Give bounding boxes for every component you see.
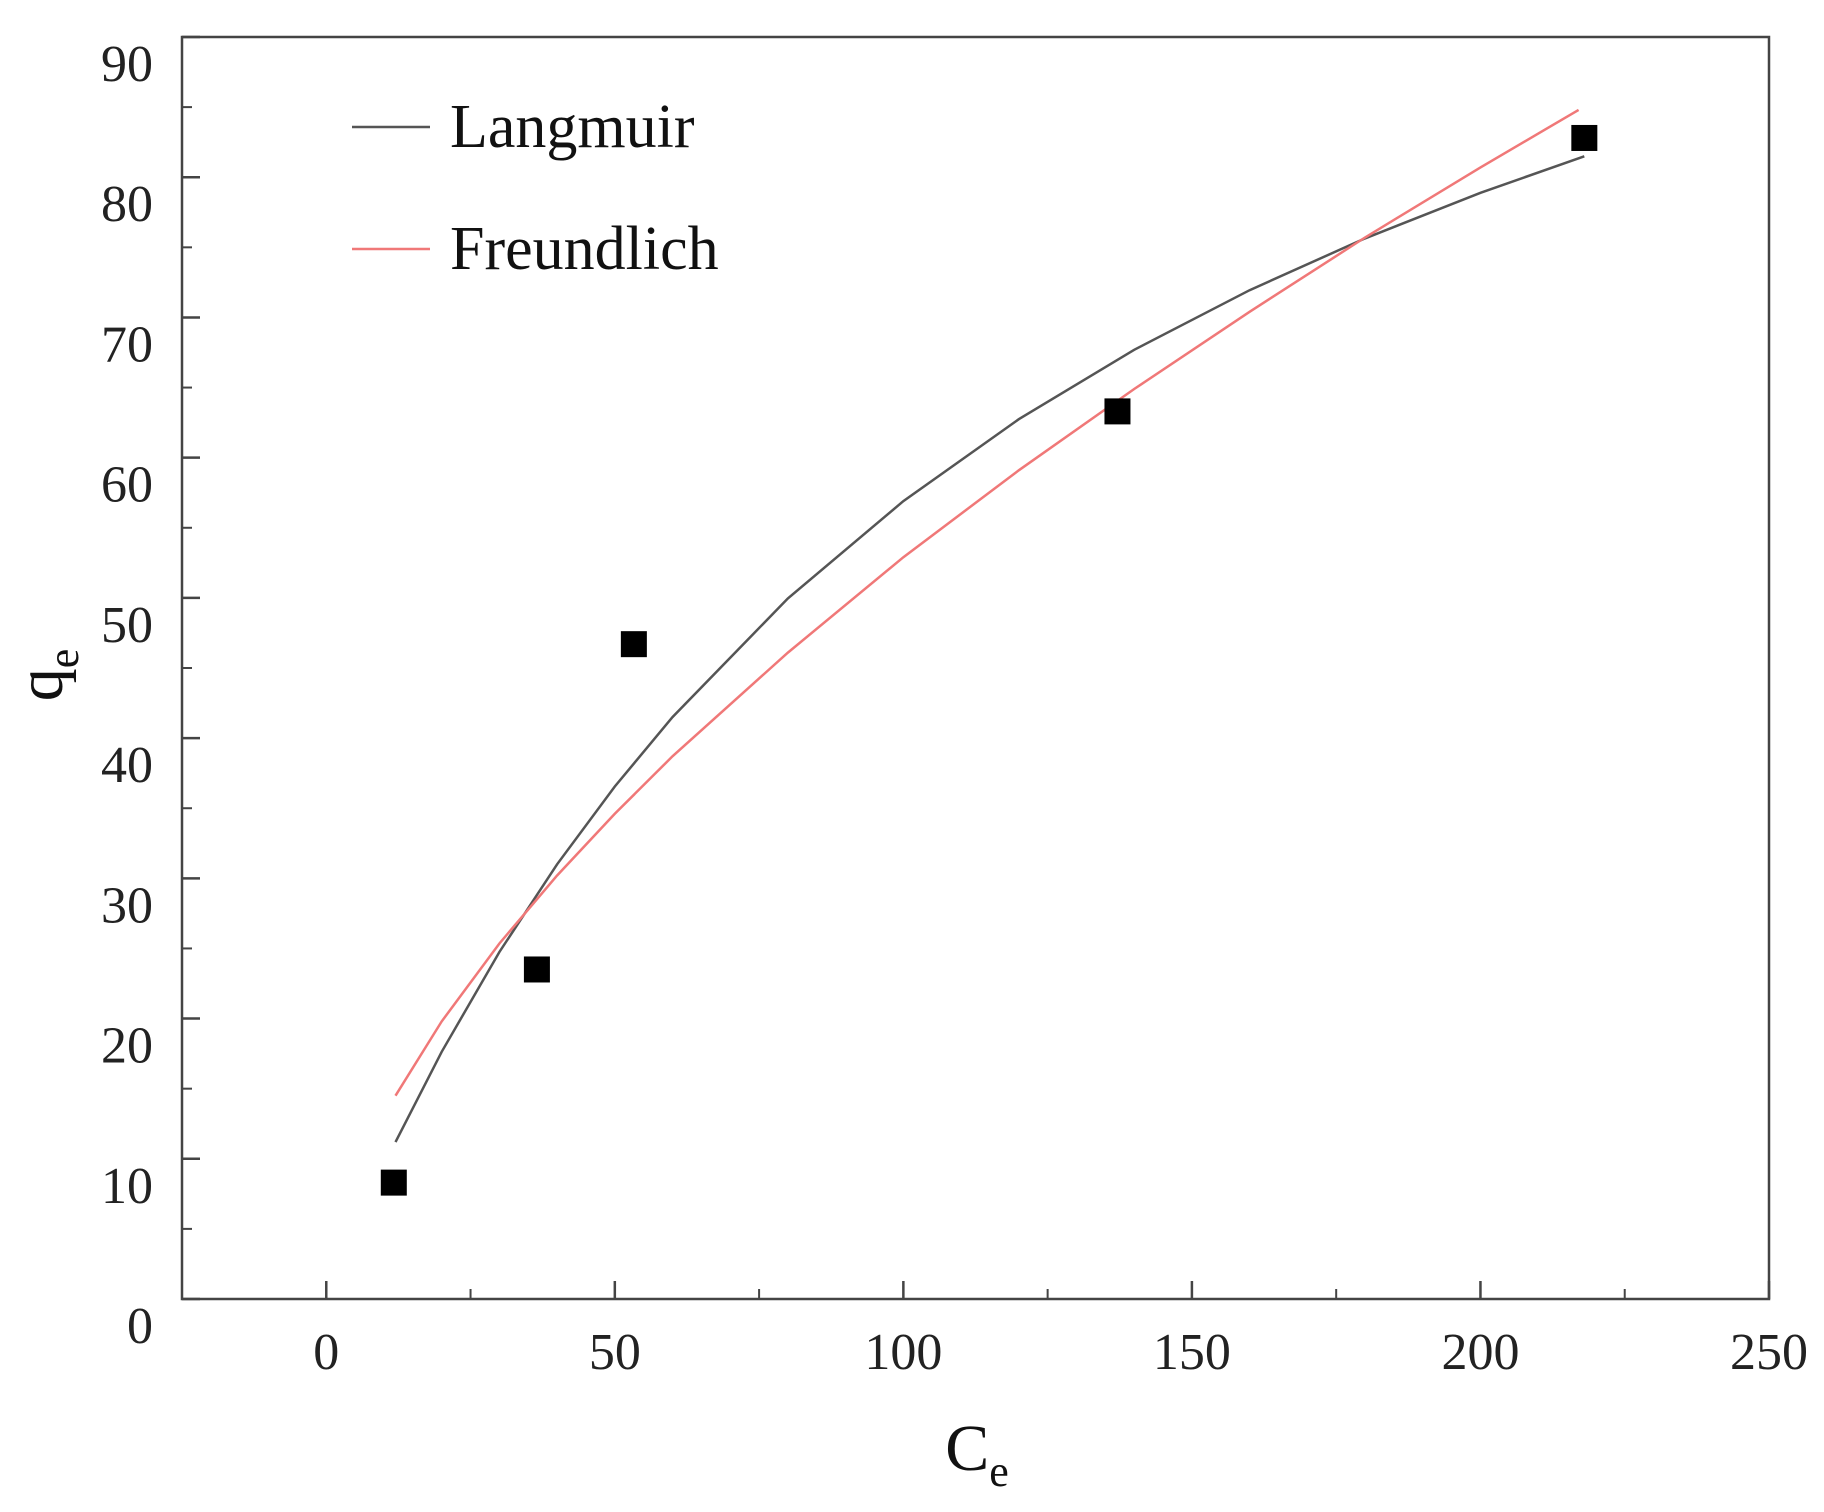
y-label-base: q	[4, 668, 77, 701]
legend-label: Freundlich	[450, 215, 719, 283]
x-label-sub: e	[989, 1447, 1009, 1496]
x-tick-label: 250	[1730, 1324, 1808, 1381]
x-tick-label: 200	[1441, 1324, 1519, 1381]
y-tick-label: 50	[101, 597, 153, 654]
y-tick-label: 0	[127, 1298, 153, 1355]
y-tick-label: 30	[101, 877, 153, 934]
x-label-base: C	[945, 1412, 989, 1485]
data-point	[380, 1169, 407, 1196]
x-axis-label: Ce	[945, 1412, 1009, 1496]
plot-frame	[180, 35, 1771, 1301]
data-point	[620, 631, 647, 658]
fit-line	[394, 108, 1580, 1097]
data-point	[1571, 124, 1598, 151]
legend-label: Langmuir	[450, 93, 695, 161]
y-tick-label: 70	[101, 316, 153, 373]
y-tick-label: 60	[101, 457, 153, 514]
y-tick-label: 80	[101, 176, 153, 233]
fit-line	[394, 155, 1585, 1143]
y-tick-label: 90	[101, 36, 153, 93]
x-tick-label: 0	[313, 1324, 339, 1381]
y-tick-label: 10	[101, 1158, 153, 1215]
y-axis-label: qe	[4, 649, 88, 702]
data-point	[523, 956, 550, 983]
x-tick-label: 50	[589, 1324, 641, 1381]
y-label-sub: e	[39, 649, 88, 669]
y-tick-label: 20	[101, 1018, 153, 1075]
x-tick-label: 150	[1153, 1324, 1231, 1381]
x-tick-label: 100	[864, 1324, 942, 1381]
y-tick-label: 40	[101, 737, 153, 794]
data-point	[1104, 398, 1131, 425]
